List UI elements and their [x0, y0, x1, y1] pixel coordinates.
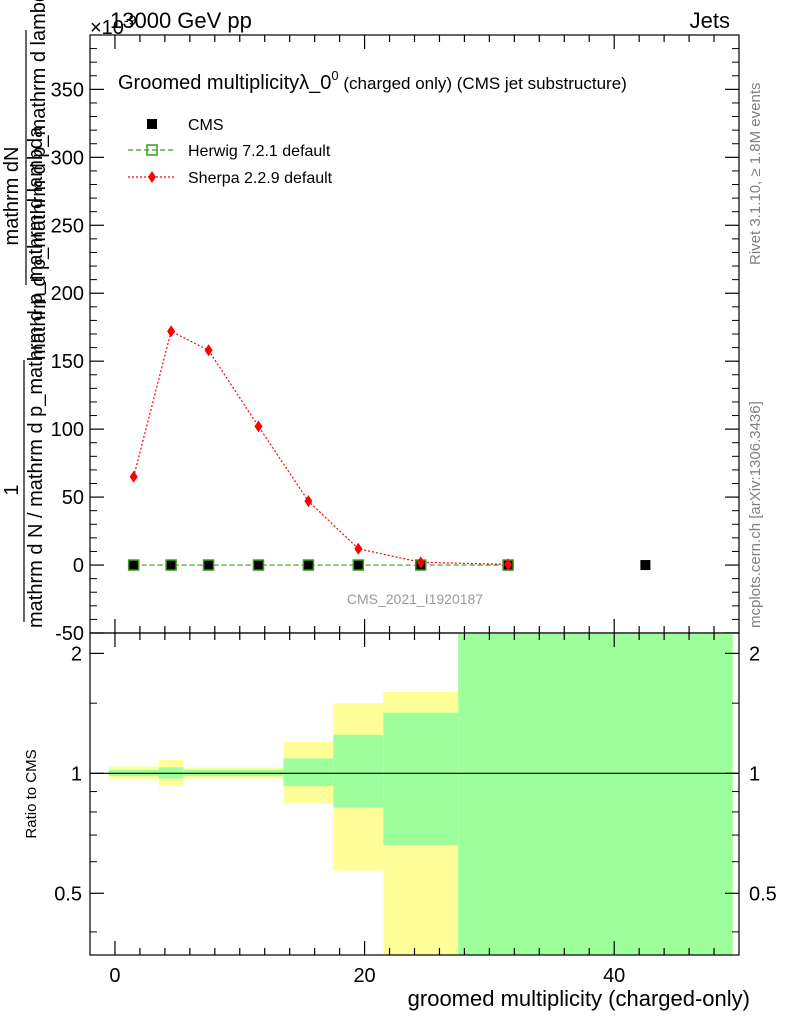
title-suffix: (charged only) (CMS jet substructure)	[339, 74, 627, 93]
cms-point	[640, 560, 651, 571]
ratio-band-inner	[383, 712, 459, 846]
cms-point	[303, 560, 314, 571]
y-tick-label: 350	[51, 79, 84, 101]
ratio-panel: 0.5 0.5 1 1 2 2 0 20 40 Ratio to CMS groomed mu…	[23, 632, 777, 1011]
main-y-axis: -50 0 50 100 150 200 250 300 350	[51, 48, 739, 645]
exponent-label: ×10-9	[90, 12, 137, 39]
herwig-point	[127, 559, 140, 571]
ratio-band-inner	[458, 633, 733, 955]
ratio-y-tick-label: 2	[71, 643, 82, 665]
header-jets-label: Jets	[690, 8, 730, 33]
main-panel: -50 0 50 100 150 200 250 300 350 CMS_2021_I19201…	[51, 34, 740, 645]
legend-label: CMS	[188, 117, 224, 134]
sherpa-point	[504, 558, 513, 571]
herwig-point	[202, 559, 215, 571]
ratio-y-tick-label: 1	[71, 763, 82, 785]
ylabel-denominator: mathrm d p_mathrm d p_mathrm d lambda	[28, 0, 50, 360]
y-tick-label: 150	[51, 351, 84, 373]
ratio-y-tick-label-right: 1	[749, 763, 760, 785]
sherpa-point	[204, 344, 213, 357]
cms-point	[166, 560, 177, 571]
cms-point	[353, 560, 364, 571]
main-x-axis	[114, 35, 715, 633]
title-sup: 0	[331, 68, 338, 83]
ratio-x-tick-label: 40	[603, 965, 625, 987]
cms-point	[203, 560, 214, 571]
cms-point	[253, 560, 264, 571]
ratio-bands	[108, 633, 733, 955]
ratio-band-inner	[283, 758, 334, 786]
y-tick-label: 250	[51, 215, 84, 237]
exponent-base: ×10	[90, 17, 124, 39]
main-y-axis-label: 1 mathrm d N / mathrm d p_mathrm d p_mat…	[1, 0, 50, 628]
ratio-y-tick-label-right: 2	[749, 643, 760, 665]
herwig-point	[146, 144, 158, 156]
legend-label: Sherpa 2.2.9 default	[188, 170, 333, 187]
sherpa-point	[254, 420, 263, 433]
exponent-sup: -9	[124, 12, 137, 28]
ylabel-prefix-denominator: mathrm d N / mathrm d p_mathrm d p_mathr…	[25, 126, 47, 628]
ratio-y-tick-label: 0.5	[54, 883, 82, 905]
cms-point	[147, 119, 157, 129]
ratio-x-tick-label: 0	[109, 965, 120, 987]
sherpa-point	[416, 556, 425, 569]
sherpa-point	[304, 495, 313, 508]
cms-point	[128, 560, 139, 571]
ratio-x-axis-label: groomed multiplicity (charged-only)	[408, 986, 750, 1011]
sherpa-point	[148, 171, 156, 183]
sherpa-line	[133, 330, 509, 565]
herwig-point	[352, 559, 365, 571]
ratio-x-tick-label: 20	[353, 965, 375, 987]
legend-label: Herwig 7.2.1 default	[188, 143, 331, 160]
legend: CMS Herwig 7.2.1 default Sherpa 2.2.9 defa…	[128, 117, 333, 187]
y-tick-label: 100	[51, 419, 84, 441]
y-tick-label: 50	[62, 487, 84, 509]
y-tick-label: 0	[73, 555, 84, 577]
rivet-label: Rivet 3.1.10, ≥ 1.8M events	[747, 83, 764, 266]
mcplots-label: mcplots.cern.ch [arXiv:1306.3436]	[747, 401, 764, 628]
header-energy-label: 13000 GeV pp	[110, 8, 252, 33]
ratio-x-axis: 0 20 40	[109, 633, 715, 987]
ylabel-numerator: mathrm dN	[1, 147, 23, 246]
y-tick-label: 200	[51, 283, 84, 305]
main-plot-title: Groomed multiplicityλ_00 (charged only) …	[118, 68, 627, 94]
title-symbol: λ_0	[299, 72, 331, 94]
herwig-point	[165, 559, 177, 571]
herwig-point	[302, 559, 315, 571]
ratio-y-axis-label: Ratio to CMS	[23, 749, 40, 838]
ratio-y-axis: 0.5 0.5 1 1 2 2	[54, 643, 777, 933]
ratio-band-inner	[333, 734, 384, 808]
title-text: Groomed multiplicity	[118, 72, 299, 94]
sherpa-point	[354, 542, 363, 555]
ratio-y-tick-label-right: 0.5	[749, 883, 777, 905]
sherpa-point	[129, 470, 138, 483]
main-series-group	[127, 325, 651, 571]
watermark: CMS_2021_I1920187	[347, 591, 483, 607]
sherpa-point	[167, 325, 176, 338]
y-tick-label: -50	[55, 623, 84, 645]
ylabel-prefix: 1	[1, 484, 23, 495]
herwig-point	[252, 559, 265, 571]
y-tick-label: 300	[51, 147, 84, 169]
